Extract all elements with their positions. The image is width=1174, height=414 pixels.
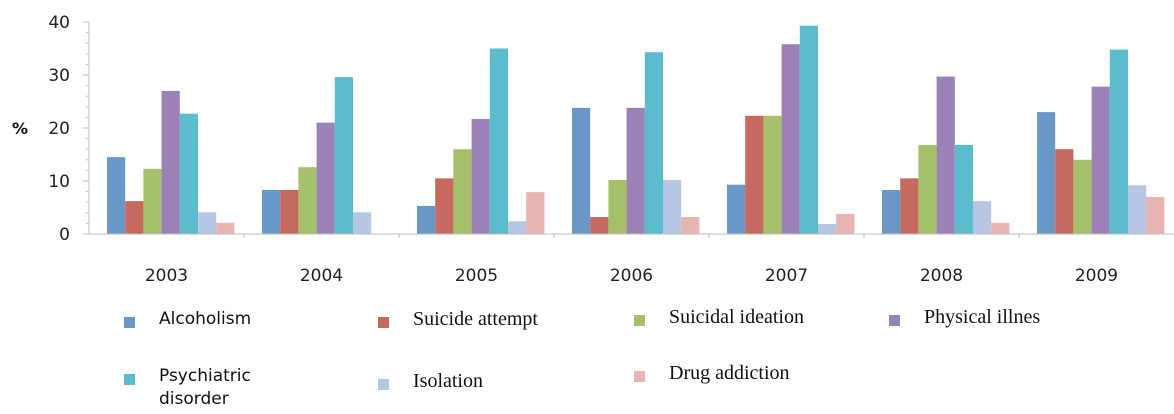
legend-swatch-suicide-attempt (378, 317, 389, 328)
legend-swatch-suicidal-ideation (634, 315, 645, 326)
y-tick-label: 40 (48, 13, 70, 33)
bar (991, 222, 1010, 234)
bar (590, 217, 609, 234)
bar (262, 190, 281, 234)
bar (435, 178, 454, 234)
legend-swatch-drug-addiction (634, 371, 645, 382)
bar (954, 144, 973, 234)
bar (626, 107, 645, 234)
legend-item-physical-illnes: Physical illnes (889, 306, 1040, 329)
legend-item-suicide-attempt: Suicide attempt (378, 308, 538, 331)
legend-label-drug-addiction: Drug addiction (669, 362, 790, 384)
bar (936, 76, 955, 234)
bar (216, 222, 235, 234)
bar (799, 25, 818, 235)
bar (727, 184, 746, 234)
y-axis: 0 10 20 30 40 (48, 13, 90, 245)
bar (973, 201, 992, 234)
legend-swatch-alcoholism (124, 317, 135, 328)
x-tick-label: 2009 (1075, 266, 1118, 286)
bar (1055, 149, 1074, 234)
y-tick-label: 0 (59, 225, 70, 245)
bars (107, 25, 1165, 235)
bar (1109, 49, 1128, 235)
bar (125, 201, 144, 234)
bar (471, 118, 490, 234)
bar (107, 157, 126, 234)
bar (745, 115, 764, 234)
bar (644, 52, 663, 235)
bar (489, 48, 508, 234)
bar (900, 178, 919, 234)
legend-label-physical-illnes: Physical illnes (924, 306, 1041, 328)
x-tick-label: 2006 (610, 266, 653, 286)
bar (918, 144, 937, 234)
bar (1073, 159, 1092, 234)
bar (298, 167, 317, 234)
bar (179, 113, 198, 234)
bar (818, 223, 837, 234)
bar (572, 107, 591, 234)
bar (280, 190, 299, 234)
legend-item-suicidal-ideation: Suicidal ideation (634, 306, 804, 329)
bar (316, 122, 335, 234)
legend-label-isolation: Isolation (413, 370, 483, 392)
legend-swatch-isolation (378, 379, 389, 390)
x-tick-label: 2003 (145, 266, 188, 286)
y-tick-label: 30 (48, 66, 70, 86)
legend-item-isolation: Isolation (378, 370, 483, 393)
bar (508, 221, 527, 234)
y-axis-label: % (12, 119, 28, 138)
x-tick-label: 2004 (300, 266, 343, 286)
legend-item-drug-addiction: Drug addiction (634, 362, 790, 385)
x-tick-label: 2008 (920, 266, 963, 286)
legend-swatch-psychiatric-disorder (124, 374, 135, 385)
legend-item-psychiatric-disorder: Psychiatric disorder (124, 365, 284, 411)
bar (763, 115, 782, 234)
bar (198, 212, 217, 234)
bar (681, 217, 700, 234)
bar (453, 149, 472, 234)
y-tick-label: 20 (48, 119, 70, 139)
bar (161, 90, 180, 235)
bar (1037, 112, 1056, 234)
bar (417, 205, 436, 234)
legend-label-suicide-attempt: Suicide attempt (413, 308, 538, 330)
legend-label-psychiatric-disorder: Psychiatric disorder (159, 366, 251, 409)
x-tick-label: 2007 (765, 266, 808, 286)
y-tick-label: 10 (48, 172, 70, 192)
bar (1146, 196, 1165, 234)
bar-chart: % 0 10 20 30 40 2003 2004 2005 2006 2007 2008 2009 (12, 13, 1174, 286)
bar (663, 179, 682, 234)
bar (353, 212, 372, 234)
bar (143, 168, 162, 234)
bar (608, 179, 627, 234)
bar (1128, 185, 1147, 234)
legend-swatch-physical-illnes (889, 315, 900, 326)
bar (882, 190, 901, 234)
bar (1091, 86, 1110, 234)
x-tick-label: 2005 (455, 266, 498, 286)
legend-label-alcoholism: Alcoholism (159, 309, 252, 329)
x-axis: 2003 2004 2005 2006 2007 2008 2009 (89, 233, 1174, 286)
bar (836, 213, 855, 234)
legend-label-suicidal-ideation: Suicidal ideation (669, 306, 804, 328)
bar (334, 77, 353, 235)
bar (781, 44, 800, 235)
bar (526, 192, 545, 234)
legend-item-alcoholism: Alcoholism (124, 308, 251, 331)
